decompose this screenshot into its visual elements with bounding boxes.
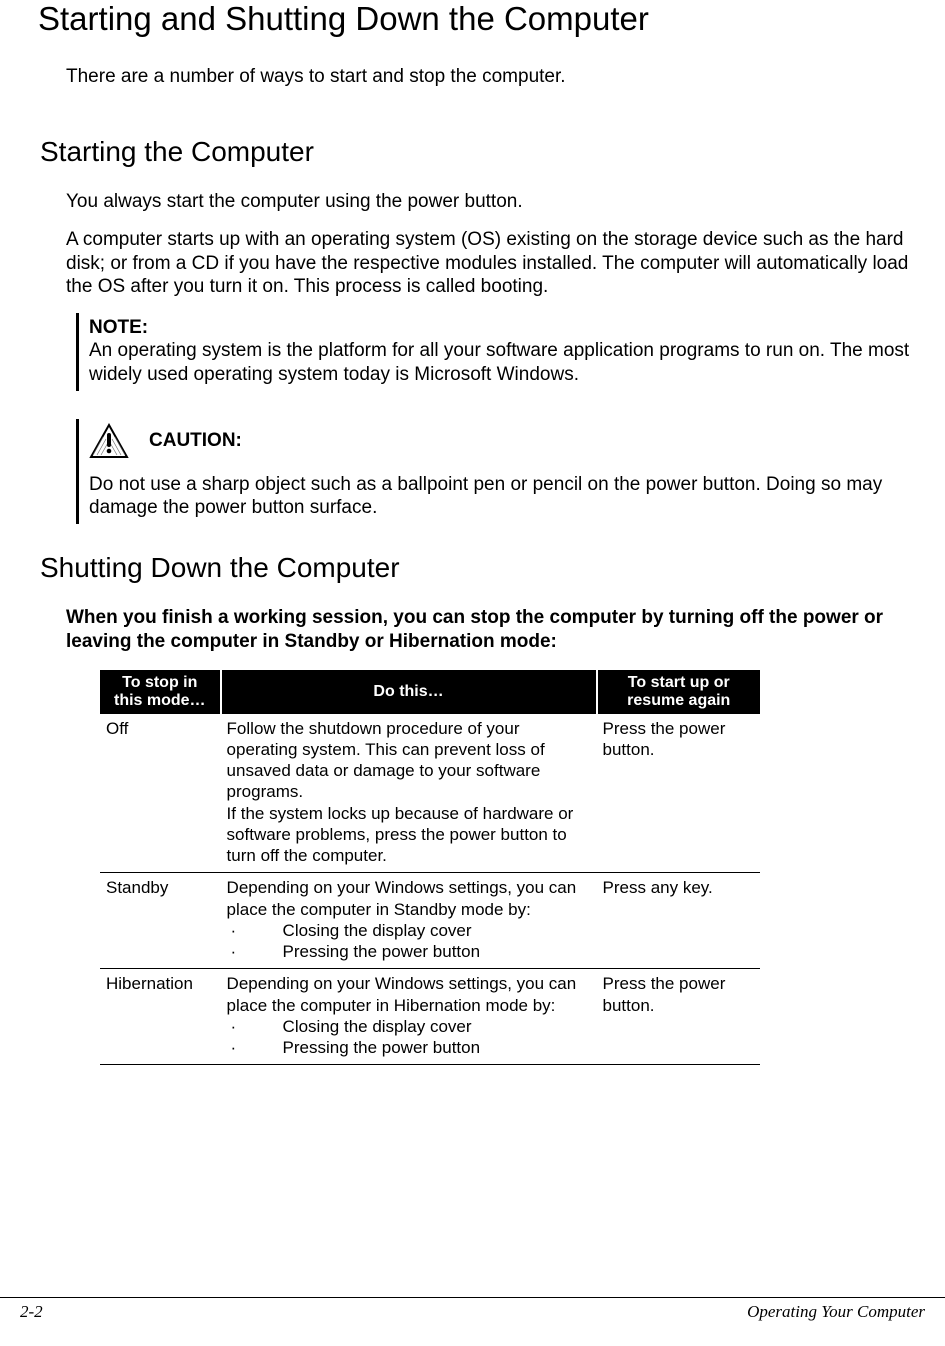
- warning-triangle-icon: [89, 423, 129, 459]
- bullet-text: Closing the display cover: [283, 920, 472, 941]
- cell-do: Follow the shutdown procedure of your op…: [221, 714, 597, 873]
- table-header-row: To stop in this mode… Do this… To start …: [100, 670, 760, 714]
- section-heading-shutting: Shutting Down the Computer: [40, 552, 915, 584]
- bullet-dot-icon: ·: [227, 941, 283, 962]
- cell-mode: Off: [100, 714, 221, 873]
- page-intro: There are a number of ways to start and …: [66, 66, 915, 88]
- footer-page-number: 2-2: [20, 1302, 43, 1322]
- bullet-item: · Pressing the power button: [227, 1037, 591, 1058]
- page-footer: 2-2 Operating Your Computer: [0, 1297, 945, 1322]
- cell-do-p1: Depending on your Windows settings, you …: [227, 877, 591, 920]
- caution-box: CAUTION: Do not use a sharp object such …: [76, 419, 915, 525]
- cell-start: Press the power button.: [597, 969, 760, 1065]
- cell-do-p2: If the system locks up because of hardwa…: [227, 803, 591, 867]
- table-row: Standby Depending on your Windows settin…: [100, 873, 760, 969]
- shutdown-table: To stop in this mode… Do this… To start …: [100, 670, 760, 1066]
- page-title: Starting and Shutting Down the Computer: [30, 0, 915, 38]
- cell-mode: Hibernation: [100, 969, 221, 1065]
- cell-mode: Standby: [100, 873, 221, 969]
- bullet-text: Closing the display cover: [283, 1016, 472, 1037]
- note-box: NOTE: An operating system is the platfor…: [76, 313, 915, 391]
- bullet-item: · Closing the display cover: [227, 920, 591, 941]
- table-header-start: To start up or resume again: [597, 670, 760, 714]
- bullet-text: Pressing the power button: [283, 941, 481, 962]
- footer-chapter-title: Operating Your Computer: [747, 1302, 925, 1322]
- note-label: NOTE:: [89, 317, 148, 338]
- document-page: Starting and Shutting Down the Computer …: [0, 0, 945, 1346]
- starting-p1: You always start the computer using the …: [66, 190, 915, 214]
- bullet-text: Pressing the power button: [283, 1037, 481, 1058]
- shutting-intro: When you finish a working session, you c…: [66, 606, 915, 654]
- table-header-do: Do this…: [221, 670, 597, 714]
- table-row: Off Follow the shutdown procedure of you…: [100, 714, 760, 873]
- caution-text: Do not use a sharp object such as a ball…: [89, 473, 915, 521]
- cell-do-p1: Depending on your Windows settings, you …: [227, 973, 591, 1016]
- table-row: Hibernation Depending on your Windows se…: [100, 969, 760, 1065]
- caution-label: CAUTION:: [149, 430, 242, 452]
- bullet-dot-icon: ·: [227, 1016, 283, 1037]
- table-header-mode: To stop in this mode…: [100, 670, 221, 714]
- bullet-item: · Closing the display cover: [227, 1016, 591, 1037]
- cell-start: Press any key.: [597, 873, 760, 969]
- starting-body: You always start the computer using the …: [66, 190, 915, 524]
- cell-do-p1: Follow the shutdown procedure of your op…: [227, 718, 591, 803]
- cell-do: Depending on your Windows settings, you …: [221, 969, 597, 1065]
- note-text: An operating system is the platform for …: [89, 339, 915, 387]
- cell-start: Press the power button.: [597, 714, 760, 873]
- bullet-dot-icon: ·: [227, 1037, 283, 1058]
- section-heading-starting: Starting the Computer: [40, 136, 915, 168]
- bullet-item: · Pressing the power button: [227, 941, 591, 962]
- starting-p2: A computer starts up with an operating s…: [66, 228, 915, 299]
- cell-do: Depending on your Windows settings, you …: [221, 873, 597, 969]
- bullet-dot-icon: ·: [227, 920, 283, 941]
